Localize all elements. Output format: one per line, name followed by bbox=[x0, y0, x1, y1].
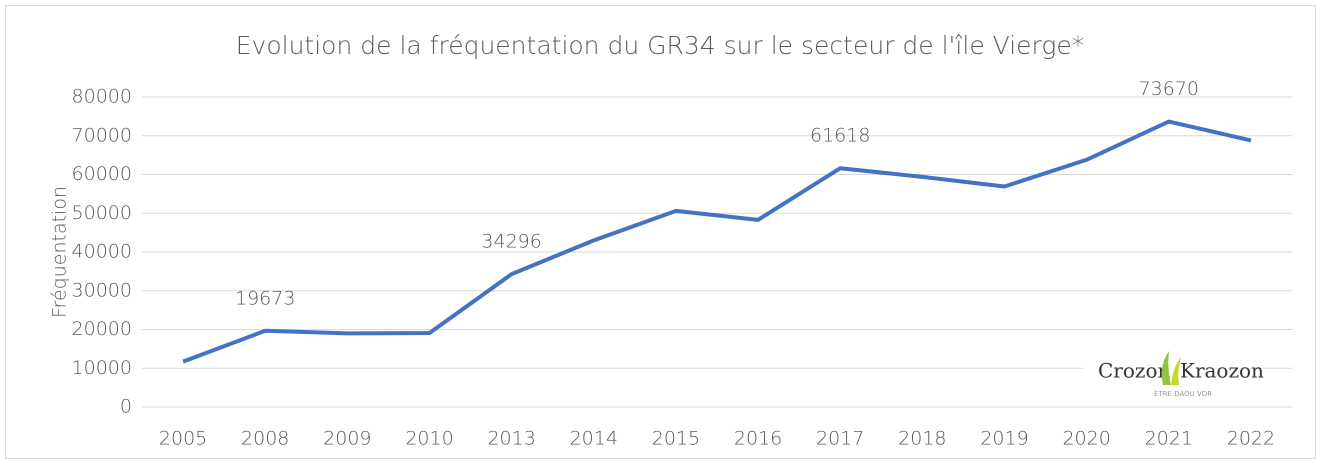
y-tick-label: 30000 bbox=[72, 279, 132, 301]
x-tick-label: 2017 bbox=[816, 428, 864, 450]
line-series bbox=[182, 119, 1252, 364]
chart-title: Evolution de la fréquentation du GR34 su… bbox=[236, 31, 1085, 60]
x-tick-label: 2005 bbox=[159, 428, 207, 450]
y-tick-label: 10000 bbox=[72, 357, 132, 379]
data-label: 34296 bbox=[481, 231, 541, 253]
x-tick-label: 2018 bbox=[898, 428, 946, 450]
x-tick-label: 2014 bbox=[570, 428, 618, 450]
logo-sail bbox=[1161, 351, 1171, 385]
x-tick-label: 2010 bbox=[405, 428, 453, 450]
data-label: 73670 bbox=[1139, 78, 1199, 100]
x-tick-label: 2015 bbox=[652, 428, 700, 450]
logo-right: Kraozon bbox=[1180, 359, 1264, 383]
x-tick-label: 2008 bbox=[241, 428, 289, 450]
x-tick-label: 2020 bbox=[1062, 428, 1110, 450]
y-tick-label: 70000 bbox=[72, 124, 132, 146]
x-tick-label: 2013 bbox=[487, 428, 535, 450]
x-tick-label: 2021 bbox=[1145, 428, 1193, 450]
y-tick-label: 50000 bbox=[72, 202, 132, 224]
y-tick-label: 60000 bbox=[72, 163, 132, 185]
x-tick-label: 2009 bbox=[323, 428, 371, 450]
y-axis-label: Fréquentation bbox=[49, 186, 71, 318]
logo-left: Crozon bbox=[1098, 359, 1170, 383]
y-tick-label: 80000 bbox=[72, 86, 132, 108]
data-label: 61618 bbox=[810, 125, 870, 147]
y-tick-label: 40000 bbox=[72, 241, 132, 263]
logo-bg bbox=[1083, 343, 1263, 403]
y-tick-label: 0 bbox=[120, 396, 132, 418]
x-tick-label: 2019 bbox=[980, 428, 1028, 450]
logo-sail bbox=[1171, 357, 1181, 385]
x-tick-label: 2016 bbox=[734, 428, 782, 450]
y-tick-label: 20000 bbox=[72, 318, 132, 340]
logo-tagline: ETRE DAOU VOR bbox=[1154, 390, 1212, 398]
logo: Crozon Kraozon ETRE DAOU VOR bbox=[1083, 343, 1264, 403]
data-label: 19673 bbox=[235, 287, 295, 309]
x-tick-label: 2022 bbox=[1227, 428, 1275, 450]
